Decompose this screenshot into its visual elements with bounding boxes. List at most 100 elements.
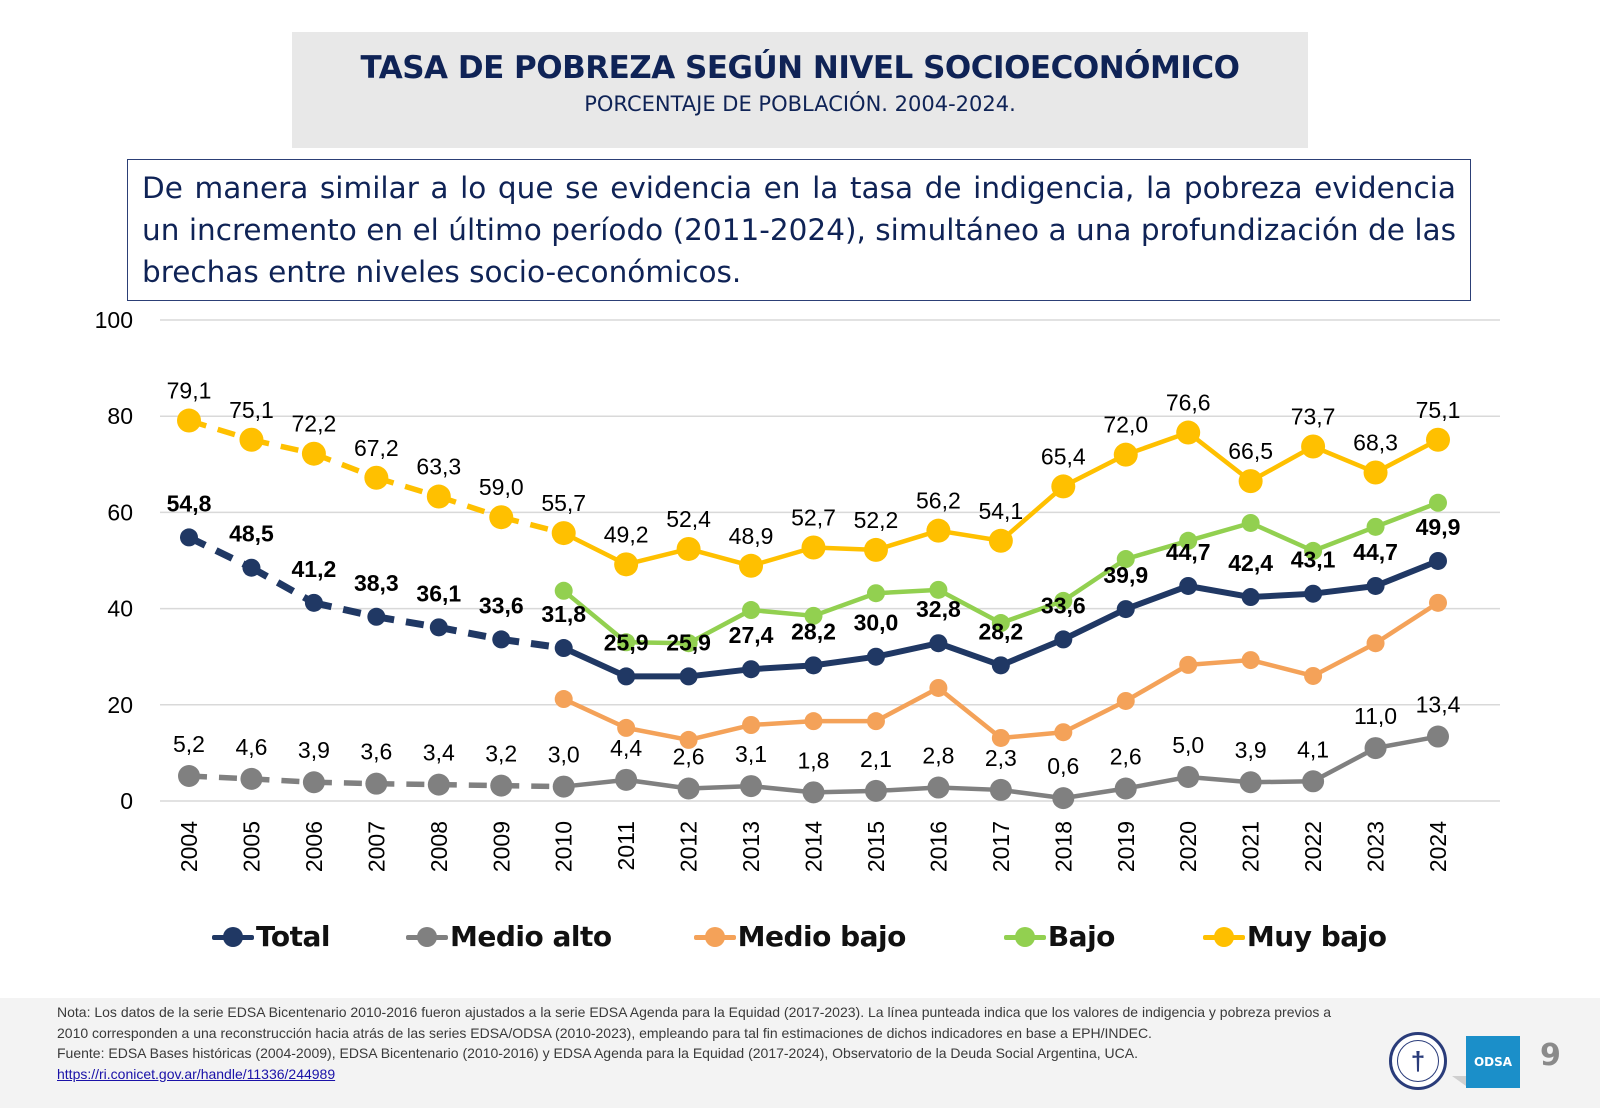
data-label-medio-alto: 2,8 bbox=[922, 743, 954, 769]
university-seal-icon: † bbox=[1389, 1032, 1447, 1090]
legend-label: Medio alto bbox=[450, 920, 612, 953]
data-label-muy-bajo: 73,7 bbox=[1291, 404, 1336, 430]
point-muy-bajo bbox=[614, 552, 639, 577]
data-label-total: 44,7 bbox=[1353, 539, 1398, 565]
x-tick-label: 2018 bbox=[1050, 821, 1076, 872]
data-label-medio-alto: 4,6 bbox=[235, 734, 267, 760]
point-bajo bbox=[1241, 513, 1260, 532]
point-medio-bajo bbox=[1304, 666, 1323, 685]
point-total bbox=[492, 630, 511, 649]
legend-marker-icon bbox=[1201, 926, 1247, 948]
data-label-total: 28,2 bbox=[791, 618, 836, 644]
data-label-medio-alto: 4,4 bbox=[610, 735, 642, 761]
data-label-total: 27,4 bbox=[729, 622, 774, 648]
point-total bbox=[1054, 630, 1073, 649]
data-label-total: 38,3 bbox=[354, 570, 399, 596]
legend-label: Medio bajo bbox=[737, 920, 907, 953]
point-medio-alto bbox=[864, 779, 887, 802]
point-medio-alto bbox=[490, 774, 513, 797]
point-medio-alto bbox=[740, 775, 763, 798]
point-total bbox=[1366, 576, 1385, 595]
data-label-medio-alto: 2,6 bbox=[673, 743, 705, 769]
data-label-muy-bajo: 65,4 bbox=[1041, 443, 1086, 469]
data-label-total: 49,9 bbox=[1416, 514, 1461, 540]
point-medio-alto bbox=[178, 764, 200, 787]
x-tick-label: 2006 bbox=[301, 821, 327, 872]
point-medio-bajo bbox=[804, 712, 823, 731]
point-muy-bajo bbox=[301, 441, 326, 466]
legend-label: Muy bajo bbox=[1246, 920, 1387, 953]
line-bajo bbox=[562, 500, 1439, 646]
data-label-total: 33,6 bbox=[479, 592, 524, 618]
x-tick-label: 2008 bbox=[426, 821, 452, 872]
data-label-medio-alto: 2,1 bbox=[860, 746, 892, 772]
page-number: 9 bbox=[1540, 1038, 1561, 1073]
data-label-total: 31,8 bbox=[541, 601, 586, 627]
x-tick-label: 2021 bbox=[1238, 821, 1264, 872]
point-medio-alto bbox=[1052, 787, 1075, 810]
data-label-muy-bajo: 72,2 bbox=[292, 411, 337, 437]
point-muy-bajo bbox=[1363, 460, 1388, 485]
point-total bbox=[991, 656, 1010, 675]
x-tick-label: 2010 bbox=[551, 821, 577, 872]
legend-item-muy-bajo: Muy bajo bbox=[1201, 920, 1387, 953]
data-label-muy-bajo: 75,1 bbox=[229, 397, 274, 423]
y-tick-label: 20 bbox=[107, 692, 133, 718]
point-medio-alto bbox=[989, 778, 1012, 801]
point-bajo bbox=[1054, 591, 1073, 610]
point-medio-alto bbox=[927, 776, 950, 799]
data-label-muy-bajo: 49,2 bbox=[604, 521, 649, 547]
point-bajo bbox=[991, 614, 1010, 633]
series-lines bbox=[187, 417, 1440, 801]
point-total bbox=[554, 639, 573, 658]
point-total bbox=[679, 667, 698, 686]
y-tick-label: 0 bbox=[120, 788, 133, 814]
data-label-muy-bajo: 56,2 bbox=[916, 488, 961, 514]
point-medio-alto bbox=[802, 781, 825, 804]
line-muy-bajo bbox=[562, 430, 1440, 568]
point-muy-bajo bbox=[801, 535, 826, 560]
legend-label: Total bbox=[256, 920, 331, 953]
x-tick-label: 2004 bbox=[176, 821, 202, 872]
title-box: TASA DE POBREZA SEGÚN NIVEL SOCIOECONÓMI… bbox=[292, 32, 1308, 148]
data-label-total: 30,0 bbox=[854, 610, 899, 636]
point-medio-bajo bbox=[617, 718, 636, 737]
y-tick-label: 40 bbox=[107, 596, 133, 622]
y-tick-label: 100 bbox=[95, 307, 133, 333]
data-label-total: 41,2 bbox=[292, 556, 337, 582]
data-label-total: 43,1 bbox=[1291, 547, 1336, 573]
point-medio-alto bbox=[1177, 765, 1200, 788]
data-label-medio-alto: 11,0 bbox=[1354, 703, 1397, 729]
data-label-muy-bajo: 59,0 bbox=[479, 474, 524, 500]
point-total bbox=[1304, 584, 1323, 603]
data-label-medio-alto: 3,6 bbox=[360, 739, 392, 765]
data-label-medio-alto: 13,4 bbox=[1416, 692, 1461, 718]
x-tick-label: 2016 bbox=[925, 821, 951, 872]
point-medio-alto bbox=[552, 775, 575, 798]
point-bajo bbox=[1116, 550, 1135, 569]
chart-subtitle: PORCENTAJE DE POBLACIÓN. 2004-2024. bbox=[584, 92, 1016, 116]
point-medio-alto bbox=[615, 768, 638, 791]
point-total bbox=[367, 607, 386, 626]
x-tick-label: 2020 bbox=[1175, 821, 1201, 872]
point-muy-bajo bbox=[1426, 427, 1450, 452]
point-bajo bbox=[1179, 531, 1198, 550]
x-tick-label: 2007 bbox=[363, 821, 389, 872]
line-total-dashed bbox=[187, 534, 565, 652]
point-muy-bajo bbox=[551, 521, 576, 546]
point-medio-bajo bbox=[1366, 634, 1385, 653]
data-label-muy-bajo: 52,7 bbox=[791, 505, 836, 531]
point-muy-bajo bbox=[1051, 474, 1076, 499]
source-link[interactable]: https://ri.conicet.gov.ar/handle/11336/2… bbox=[57, 1065, 336, 1082]
data-label-total: 36,1 bbox=[416, 580, 461, 606]
point-total bbox=[617, 667, 636, 686]
x-tick-label: 2017 bbox=[988, 821, 1014, 872]
series-points bbox=[177, 408, 1450, 810]
point-muy-bajo bbox=[1238, 469, 1263, 494]
point-bajo bbox=[1429, 493, 1447, 512]
point-medio-bajo bbox=[1241, 651, 1260, 670]
point-muy-bajo bbox=[926, 518, 951, 543]
data-label-medio-alto: 0,6 bbox=[1047, 753, 1079, 779]
data-label-medio-alto: 3,2 bbox=[485, 741, 517, 767]
legend-marker-icon bbox=[210, 926, 256, 948]
